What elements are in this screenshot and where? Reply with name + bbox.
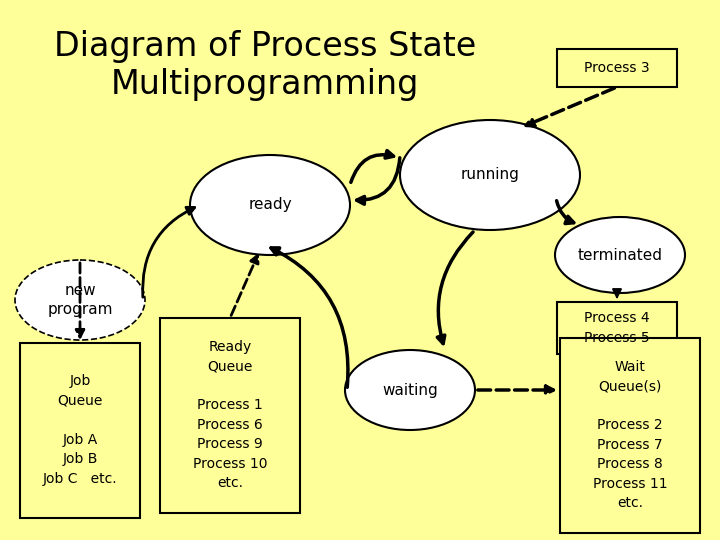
- Ellipse shape: [15, 260, 145, 340]
- Text: Process 3: Process 3: [584, 61, 650, 75]
- Ellipse shape: [190, 155, 350, 255]
- FancyBboxPatch shape: [560, 338, 700, 532]
- FancyArrowPatch shape: [478, 386, 554, 394]
- Text: Diagram of Process State
Multiprogramming: Diagram of Process State Multiprogrammin…: [54, 30, 476, 101]
- FancyArrowPatch shape: [271, 248, 348, 387]
- Text: Process 4
Process 5: Process 4 Process 5: [584, 311, 650, 345]
- FancyBboxPatch shape: [160, 318, 300, 512]
- FancyArrowPatch shape: [613, 289, 621, 297]
- Text: Job
Queue

Job A
Job B
Job C   etc.: Job Queue Job A Job B Job C etc.: [42, 374, 117, 486]
- FancyArrowPatch shape: [526, 88, 614, 126]
- Text: terminated: terminated: [577, 247, 662, 262]
- Text: new
program: new program: [48, 282, 113, 318]
- Ellipse shape: [555, 217, 685, 293]
- FancyBboxPatch shape: [557, 302, 677, 354]
- FancyBboxPatch shape: [20, 342, 140, 517]
- FancyArrowPatch shape: [437, 232, 473, 343]
- Ellipse shape: [345, 350, 475, 430]
- Text: ready: ready: [248, 198, 292, 213]
- FancyArrowPatch shape: [356, 158, 400, 204]
- FancyArrowPatch shape: [231, 255, 258, 315]
- FancyArrowPatch shape: [76, 263, 84, 337]
- FancyBboxPatch shape: [557, 49, 677, 87]
- FancyArrowPatch shape: [557, 201, 574, 224]
- Text: Ready
Queue

Process 1
Process 6
Process 9
Process 10
etc.: Ready Queue Process 1 Process 6 Process …: [193, 340, 267, 490]
- Text: waiting: waiting: [382, 382, 438, 397]
- Text: running: running: [461, 167, 519, 183]
- Text: Wait
Queue(s)

Process 2
Process 7
Process 8
Process 11
etc.: Wait Queue(s) Process 2 Process 7 Proces…: [593, 360, 667, 510]
- Ellipse shape: [400, 120, 580, 230]
- FancyArrowPatch shape: [351, 151, 394, 183]
- FancyArrowPatch shape: [143, 207, 194, 297]
